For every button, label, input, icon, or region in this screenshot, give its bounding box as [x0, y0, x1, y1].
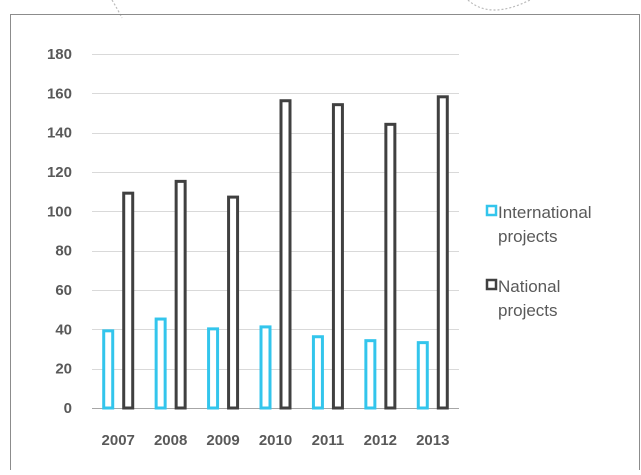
x-tick-label: 2011 [312, 432, 345, 449]
decorative-arc-right [467, 0, 531, 11]
bars [102, 95, 449, 410]
y-tick-label: 120 [47, 164, 72, 181]
x-axis-ticks: 2007 2008 2009 2010 2011 2012 2013 [102, 432, 450, 449]
bar-international [311, 335, 324, 410]
legend: International projects National projects [485, 203, 592, 320]
y-tick-label: 140 [47, 125, 72, 142]
decorative-arc-left [111, 0, 123, 19]
legend-swatch-national [485, 278, 498, 291]
bar-national [174, 179, 187, 410]
x-tick-label: 2013 [416, 432, 449, 449]
x-tick-label: 2010 [259, 432, 292, 449]
y-tick-label: 60 [55, 282, 72, 299]
legend-label: projects [498, 301, 558, 320]
legend-label: International [498, 203, 592, 222]
bar-international [102, 329, 115, 410]
bar-national [122, 191, 135, 410]
y-tick-label: 100 [47, 203, 72, 220]
y-tick-label: 180 [47, 46, 72, 63]
x-tick-label: 2007 [102, 432, 135, 449]
bar-national [227, 195, 240, 410]
legend-label: projects [498, 227, 558, 246]
bar-national [279, 99, 292, 410]
x-tick-label: 2009 [206, 432, 239, 449]
y-tick-label: 160 [47, 85, 72, 102]
bar-international [207, 327, 220, 410]
x-tick-label: 2012 [364, 432, 397, 449]
y-axis-ticks: 0 20 40 60 80 100 120 140 160 180 [47, 46, 72, 417]
bar-national [436, 95, 449, 410]
y-tick-label: 40 [55, 321, 72, 338]
y-tick-label: 20 [55, 361, 72, 378]
bar-international [364, 339, 377, 410]
gridlines [92, 54, 459, 409]
legend-label: National [498, 277, 560, 296]
y-tick-label: 80 [55, 243, 72, 260]
legend-swatch-international [485, 204, 498, 217]
bar-international [154, 317, 167, 410]
y-tick-label: 0 [64, 400, 72, 417]
bar-national [331, 103, 344, 410]
bar-international [259, 325, 272, 410]
bar-national [384, 122, 397, 410]
x-tick-label: 2008 [154, 432, 187, 449]
bar-international [416, 341, 429, 410]
